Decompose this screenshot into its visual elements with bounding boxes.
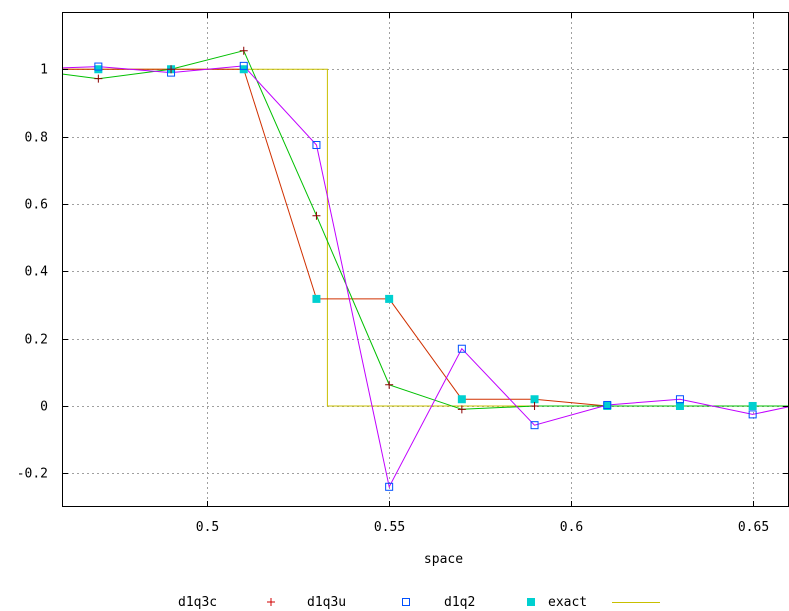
marker-open-square [457, 344, 466, 353]
legend-label: d1q3u [307, 595, 346, 610]
marker-plus [94, 74, 103, 83]
marker-open-square [603, 400, 612, 409]
y-tick-label: 0.6 [25, 198, 48, 213]
marker-filled-square [675, 401, 684, 410]
x-tick-label: 0.5 [196, 520, 219, 535]
marker-plus [239, 46, 248, 55]
marker-open-square [748, 410, 757, 419]
y-tick-label: 1 [40, 63, 48, 78]
marker-plus [312, 211, 321, 220]
marker-filled-square [385, 294, 394, 303]
legend-label: d1q2 [444, 595, 475, 610]
marker-filled-square [457, 395, 466, 404]
series-lines [62, 50, 789, 489]
y-tick-label: 0.8 [25, 131, 48, 146]
legend: d1q3c d1q3u d1q2 exact [178, 595, 660, 610]
axis-ticks: 0.5 0.55 0.6 0.65 -0.2 0 0.2 0.4 0.6 0.8 1 [17, 12, 789, 535]
series-line-exact [62, 68, 789, 407]
marker-plus [457, 405, 466, 414]
marker-plus [385, 380, 394, 389]
marker-filled-square [312, 294, 321, 303]
marker-open-square [530, 421, 539, 430]
y-tick-label: 0.4 [25, 265, 49, 280]
x-tick-label: 0.6 [560, 520, 583, 535]
marker-filled-square [530, 395, 539, 404]
series-line-d1q2 [62, 65, 789, 489]
marker-plus [167, 65, 176, 74]
y-tick-label: -0.2 [17, 467, 48, 482]
marker-open-square [312, 141, 321, 150]
grid [62, 12, 789, 507]
marker-open-square [94, 62, 103, 71]
legend-marker-filled-square [527, 598, 535, 606]
marker-open-square [385, 482, 394, 491]
marker-open-square [675, 395, 684, 404]
x-axis-label: space [424, 552, 463, 567]
marker-plus [530, 401, 539, 410]
x-tick-label: 0.55 [374, 520, 405, 535]
series-line-d1q3c [62, 50, 789, 410]
series-markers [94, 46, 757, 491]
y-tick-label: 0 [40, 400, 48, 415]
x-tick-label: 0.65 [738, 520, 769, 535]
legend-label: d1q3c [178, 595, 217, 610]
y-tick-label: 0.2 [25, 333, 48, 348]
plot-frame [62, 12, 789, 507]
series-line-d1q3u [62, 68, 789, 407]
legend-marker-open-square [402, 598, 410, 606]
marker-filled-square [603, 401, 612, 410]
marker-open-square [239, 61, 248, 70]
legend-marker-plus [267, 598, 275, 606]
marker-filled-square [94, 65, 103, 74]
legend-label: exact [548, 595, 587, 610]
marker-filled-square [748, 401, 757, 410]
